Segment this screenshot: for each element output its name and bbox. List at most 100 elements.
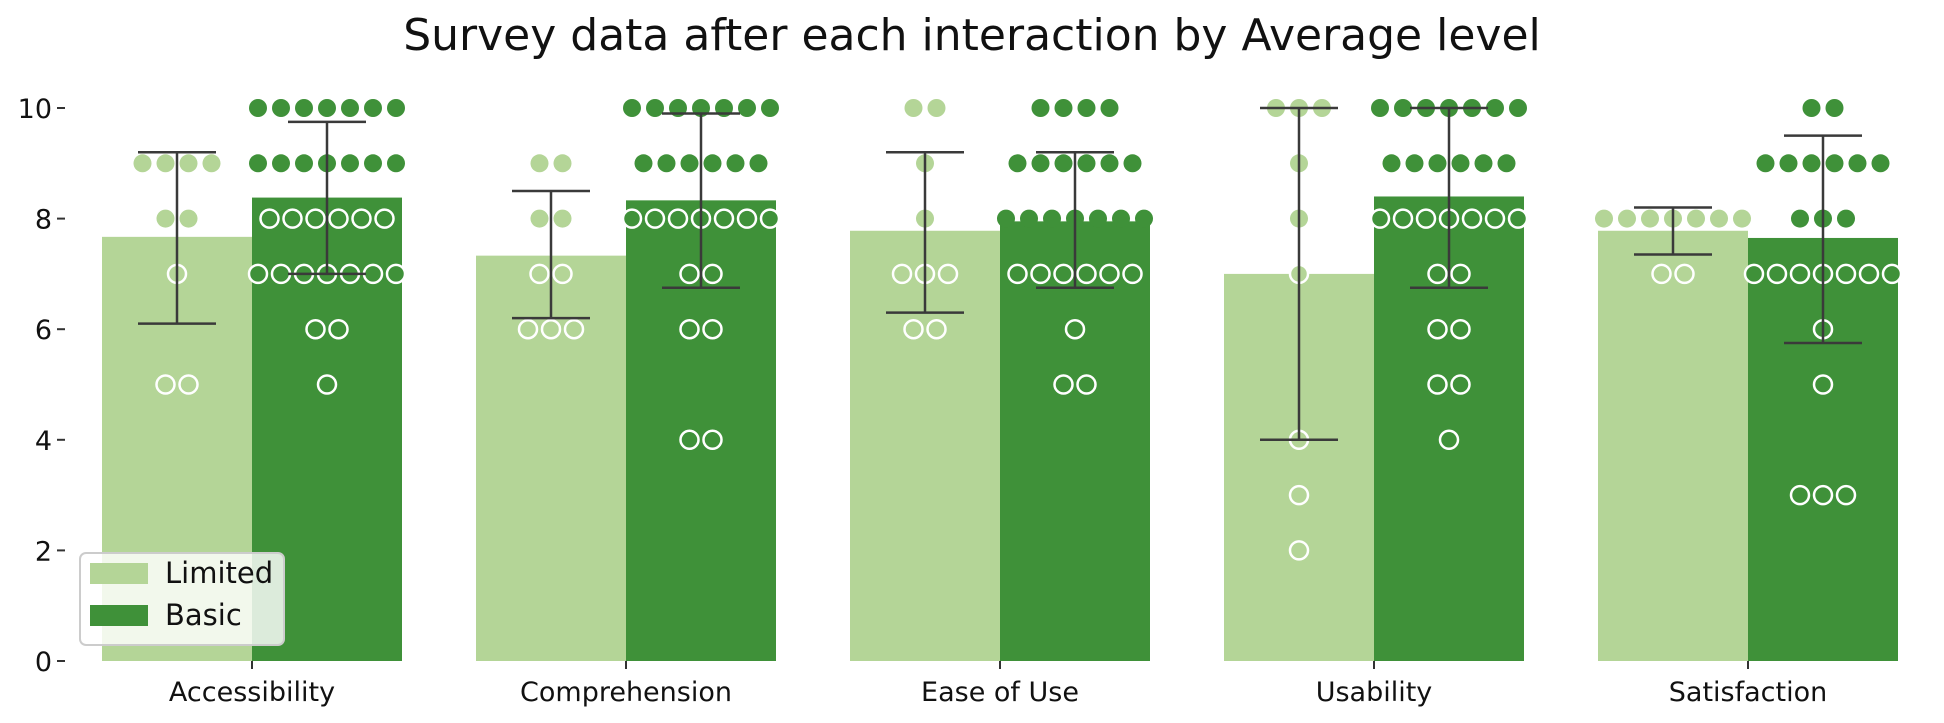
data-point xyxy=(328,208,349,229)
data-point xyxy=(1077,154,1096,173)
data-point xyxy=(1392,208,1414,229)
data-point xyxy=(1756,154,1775,173)
data-point xyxy=(1802,154,1821,173)
data-point xyxy=(1100,99,1119,117)
data-point xyxy=(1427,263,1448,285)
data-point xyxy=(726,154,745,173)
data-point xyxy=(385,263,407,285)
data-point xyxy=(646,99,664,117)
x-tick-label: Ease of Use xyxy=(921,677,1079,708)
data-point xyxy=(1099,263,1120,285)
data-point xyxy=(1461,208,1483,229)
data-point xyxy=(249,99,267,117)
data-point xyxy=(1802,99,1821,117)
data-point xyxy=(295,154,313,173)
data-point xyxy=(937,263,959,285)
data-point xyxy=(156,209,175,228)
data-point xyxy=(702,263,723,285)
data-point xyxy=(1484,208,1506,229)
data-point xyxy=(1369,208,1391,229)
data-point xyxy=(1288,484,1310,506)
y-tick-label: 0 xyxy=(35,647,52,678)
data-point xyxy=(552,263,573,285)
x-tick-label: Satisfaction xyxy=(1669,677,1827,708)
data-point xyxy=(1835,263,1857,285)
data-point xyxy=(155,374,176,395)
data-point xyxy=(364,154,382,173)
data-point xyxy=(1076,263,1097,285)
data-point xyxy=(272,154,290,173)
data-point xyxy=(1766,263,1788,285)
bar xyxy=(1598,230,1748,662)
bar xyxy=(1000,221,1150,662)
data-point xyxy=(1858,263,1880,285)
y-tick-label: 6 xyxy=(35,315,52,346)
data-point xyxy=(1008,154,1027,173)
data-point xyxy=(904,99,923,117)
data-point xyxy=(679,318,700,340)
data-point xyxy=(1779,154,1798,173)
data-point xyxy=(702,318,723,340)
data-point xyxy=(997,209,1015,228)
data-point xyxy=(1288,540,1310,561)
data-point xyxy=(1825,154,1844,173)
data-point xyxy=(1428,154,1447,173)
data-point xyxy=(738,99,756,117)
data-point xyxy=(178,374,199,395)
data-point xyxy=(1076,374,1097,395)
data-point xyxy=(1135,209,1153,228)
data-point xyxy=(1053,374,1074,395)
data-point xyxy=(1507,208,1529,229)
data-point xyxy=(667,208,689,229)
data-point xyxy=(761,99,779,117)
data-point xyxy=(644,208,666,229)
data-point xyxy=(1710,209,1728,228)
data-point xyxy=(1054,154,1073,173)
data-point xyxy=(1415,208,1437,229)
data-point xyxy=(529,263,550,285)
data-point xyxy=(1451,154,1470,173)
data-point xyxy=(364,99,382,117)
data-point xyxy=(1123,154,1142,173)
data-point xyxy=(1486,99,1504,117)
data-point xyxy=(1031,154,1050,173)
data-point xyxy=(374,208,395,229)
data-point xyxy=(1427,374,1448,395)
data-point xyxy=(621,208,643,229)
data-point xyxy=(891,263,913,285)
data-point xyxy=(341,99,359,117)
data-point xyxy=(1687,209,1705,228)
data-point xyxy=(1100,154,1119,173)
data-point xyxy=(1382,154,1401,173)
data-point xyxy=(1427,318,1448,340)
data-point xyxy=(1371,99,1389,117)
data-point xyxy=(1054,99,1073,117)
legend-swatch xyxy=(90,605,148,626)
data-point xyxy=(1020,209,1038,228)
data-point xyxy=(553,209,572,228)
data-point xyxy=(1812,374,1834,395)
data-point xyxy=(270,263,292,285)
x-tick-label: Usability xyxy=(1316,677,1433,708)
data-point xyxy=(318,99,336,117)
data-point xyxy=(179,209,198,228)
data-point xyxy=(1651,263,1672,285)
data-point xyxy=(328,318,349,340)
x-tick-label: Comprehension xyxy=(520,677,732,708)
data-point xyxy=(1837,209,1855,228)
data-point xyxy=(634,154,653,173)
data-point xyxy=(1064,318,1086,340)
data-point xyxy=(1053,263,1074,285)
data-point xyxy=(1394,99,1412,117)
data-point xyxy=(133,154,152,173)
y-tick-label: 8 xyxy=(35,205,52,236)
data-point xyxy=(1497,154,1516,173)
data-point xyxy=(1825,99,1844,117)
data-point xyxy=(1089,209,1107,228)
data-point xyxy=(1812,484,1834,506)
legend-label: Limited xyxy=(165,556,273,590)
data-point xyxy=(1112,209,1130,228)
data-point xyxy=(316,374,338,395)
data-point xyxy=(1509,99,1527,117)
